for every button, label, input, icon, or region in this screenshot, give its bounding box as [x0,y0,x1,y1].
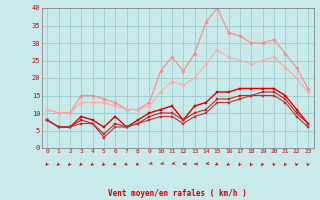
Text: Vent moyen/en rafales ( km/h ): Vent moyen/en rafales ( km/h ) [108,189,247,198]
